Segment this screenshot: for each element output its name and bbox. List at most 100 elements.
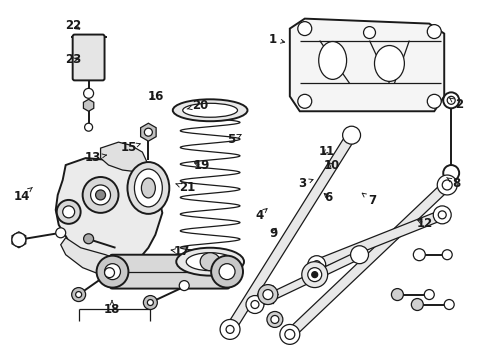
Ellipse shape <box>141 178 155 198</box>
FancyBboxPatch shape <box>109 255 229 289</box>
Circle shape <box>312 261 320 269</box>
Ellipse shape <box>374 45 404 81</box>
Circle shape <box>436 175 456 195</box>
Text: 15: 15 <box>120 141 140 154</box>
Circle shape <box>424 289 433 300</box>
Circle shape <box>147 300 153 306</box>
Circle shape <box>82 177 118 213</box>
Circle shape <box>285 329 294 339</box>
Circle shape <box>220 319 240 339</box>
Text: 3: 3 <box>297 177 312 190</box>
Circle shape <box>363 27 375 39</box>
Circle shape <box>179 280 189 291</box>
Polygon shape <box>61 238 118 275</box>
Text: 22: 22 <box>65 19 81 32</box>
Circle shape <box>12 233 26 247</box>
Circle shape <box>96 256 128 288</box>
Circle shape <box>76 292 81 298</box>
Polygon shape <box>253 251 361 308</box>
Text: 4: 4 <box>254 208 266 222</box>
Circle shape <box>342 126 360 144</box>
Circle shape <box>95 190 105 200</box>
Circle shape <box>83 234 93 244</box>
Polygon shape <box>286 181 450 338</box>
Text: 17: 17 <box>171 245 190 258</box>
Text: 19: 19 <box>193 159 209 172</box>
Circle shape <box>311 272 317 278</box>
Circle shape <box>427 24 440 39</box>
Text: 1: 1 <box>268 33 284 46</box>
Polygon shape <box>83 99 94 111</box>
Circle shape <box>90 185 110 205</box>
Circle shape <box>84 123 92 131</box>
Circle shape <box>447 96 454 104</box>
Text: 9: 9 <box>269 226 277 239</box>
Circle shape <box>442 92 458 108</box>
Circle shape <box>432 206 450 224</box>
Ellipse shape <box>172 99 247 121</box>
Polygon shape <box>101 142 148 172</box>
Circle shape <box>266 311 282 328</box>
Circle shape <box>297 94 311 108</box>
Ellipse shape <box>127 162 169 214</box>
Polygon shape <box>12 232 26 248</box>
Circle shape <box>270 315 278 323</box>
Text: 8: 8 <box>446 177 459 190</box>
Circle shape <box>104 264 120 280</box>
Text: 13: 13 <box>84 151 106 164</box>
Circle shape <box>441 180 451 190</box>
Circle shape <box>56 228 65 238</box>
Ellipse shape <box>134 169 162 207</box>
Circle shape <box>390 289 403 301</box>
Circle shape <box>258 285 277 305</box>
Ellipse shape <box>318 41 346 80</box>
Ellipse shape <box>186 253 234 271</box>
Text: 18: 18 <box>103 301 120 316</box>
Circle shape <box>263 289 272 300</box>
Polygon shape <box>289 19 443 111</box>
Circle shape <box>350 246 368 264</box>
Ellipse shape <box>183 103 237 117</box>
Circle shape <box>279 324 299 345</box>
Text: 12: 12 <box>416 216 432 230</box>
Circle shape <box>72 288 85 302</box>
Circle shape <box>144 128 152 136</box>
FancyBboxPatch shape <box>73 35 104 80</box>
Circle shape <box>442 165 458 181</box>
Circle shape <box>410 298 423 310</box>
Circle shape <box>83 88 93 98</box>
Circle shape <box>443 300 453 310</box>
Circle shape <box>245 296 264 314</box>
Circle shape <box>307 268 321 282</box>
Text: 14: 14 <box>13 187 32 203</box>
Text: 5: 5 <box>226 133 241 146</box>
Circle shape <box>412 249 425 261</box>
Circle shape <box>219 264 235 280</box>
Circle shape <box>297 22 311 36</box>
Circle shape <box>143 296 157 310</box>
Text: 21: 21 <box>176 181 195 194</box>
Text: 2: 2 <box>448 98 462 111</box>
Polygon shape <box>56 158 162 272</box>
Text: 11: 11 <box>318 145 334 158</box>
Text: 16: 16 <box>147 90 163 103</box>
Polygon shape <box>225 132 355 332</box>
Circle shape <box>427 94 440 108</box>
Ellipse shape <box>176 248 244 276</box>
Ellipse shape <box>200 253 220 271</box>
Text: 6: 6 <box>324 191 332 204</box>
Circle shape <box>307 256 325 274</box>
Text: 23: 23 <box>65 53 81 66</box>
Circle shape <box>250 301 259 309</box>
Text: 20: 20 <box>187 99 208 112</box>
Circle shape <box>301 262 327 288</box>
Circle shape <box>437 211 446 219</box>
Text: 7: 7 <box>362 193 375 207</box>
Circle shape <box>62 206 75 218</box>
Circle shape <box>57 200 81 224</box>
Circle shape <box>225 325 234 333</box>
Circle shape <box>211 256 243 288</box>
Text: 10: 10 <box>324 159 340 172</box>
Polygon shape <box>314 210 443 269</box>
Circle shape <box>104 268 114 278</box>
